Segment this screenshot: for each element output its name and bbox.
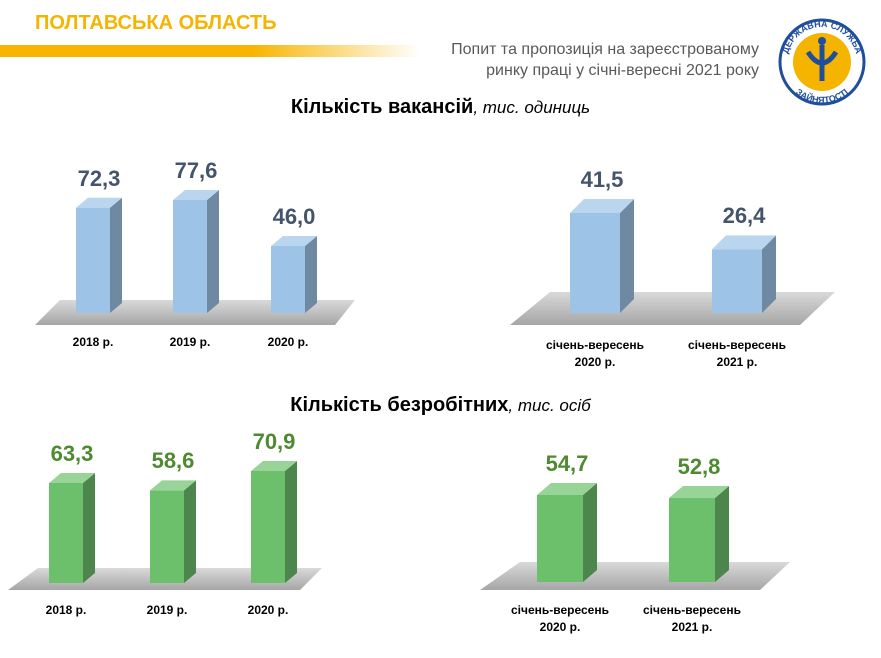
bar-top xyxy=(712,235,776,250)
x-tick-label: 2018 р. xyxy=(72,335,114,349)
bar-side xyxy=(762,235,776,313)
section-title: Кількість вакансій, тис. одиниць xyxy=(0,96,881,119)
bar-side xyxy=(583,483,597,582)
page-title: ПОЛТАВСЬКА ОБЛАСТЬ xyxy=(35,12,277,34)
bar-side xyxy=(83,473,95,583)
bar-top xyxy=(76,197,122,208)
section-title: Кількість безробітних, тис. осіб xyxy=(0,394,881,417)
bar xyxy=(537,495,583,582)
bar xyxy=(173,200,207,313)
value-label: 52,8 xyxy=(677,454,721,480)
value-label: 54,7 xyxy=(545,451,589,476)
logo: ДЕРЖАВНА СЛУЖБА ЗАЙНЯТОСТІ xyxy=(778,18,866,106)
bar-side xyxy=(305,236,317,313)
bar-side xyxy=(285,461,297,583)
value-label: 26,4 xyxy=(722,203,766,229)
bar xyxy=(76,207,110,313)
bar xyxy=(251,471,285,583)
bar-top xyxy=(150,480,196,491)
value-label: 70,9 xyxy=(252,429,296,454)
bar-top xyxy=(251,461,297,471)
bar-side xyxy=(715,486,729,582)
value-label: 77,6 xyxy=(174,158,218,183)
value-label: 46,0 xyxy=(272,204,316,229)
bar xyxy=(150,490,184,583)
x-tick-label: 2019 р. xyxy=(169,335,211,349)
value-label: 63,3 xyxy=(50,441,94,466)
bar-top xyxy=(271,236,317,247)
value-label: 58,6 xyxy=(151,448,195,474)
bar-top xyxy=(537,483,597,495)
bar xyxy=(712,249,762,313)
section-unit: , тис. одиниць xyxy=(473,98,591,117)
bar xyxy=(271,246,305,313)
x-tick-label: 2020 р. xyxy=(267,335,309,349)
bar xyxy=(49,483,83,583)
section-name: Кількість безробітних xyxy=(290,394,509,416)
bar-top xyxy=(669,486,729,499)
floor xyxy=(510,292,835,325)
x-tick-label: 2019 р. xyxy=(146,603,188,617)
bar-side xyxy=(110,197,122,313)
title-bar xyxy=(0,45,420,57)
value-label: 41,5 xyxy=(580,167,624,192)
bar-side xyxy=(184,480,196,583)
section-name: Кількість вакансій xyxy=(290,96,474,118)
bar-top xyxy=(49,473,95,484)
x-tick-label: січень-вересень 2021 р. xyxy=(643,603,741,634)
section-unit: , тис. осіб xyxy=(508,396,591,415)
subtitle: ринку праці у січні-вересні 2021 року xyxy=(486,62,759,79)
value-label: 72,3 xyxy=(77,165,121,191)
x-tick-label: січень-вересень 2021 р. xyxy=(688,338,786,369)
bar-side xyxy=(207,190,219,313)
bar xyxy=(570,213,620,313)
bar-side xyxy=(620,199,634,313)
bar-top xyxy=(173,190,219,200)
bar-top xyxy=(570,199,634,213)
subtitle: Попит та пропозиція на зареєстрованому xyxy=(451,41,759,58)
x-tick-label: 2018 р. xyxy=(45,603,87,617)
x-tick-label: 2020 р. xyxy=(247,603,289,617)
floor xyxy=(480,562,790,590)
bar xyxy=(669,498,715,582)
x-tick-label: січень-вересень 2020 р. xyxy=(511,603,609,634)
x-tick-label: січень-вересень 2020 р. xyxy=(546,338,644,369)
